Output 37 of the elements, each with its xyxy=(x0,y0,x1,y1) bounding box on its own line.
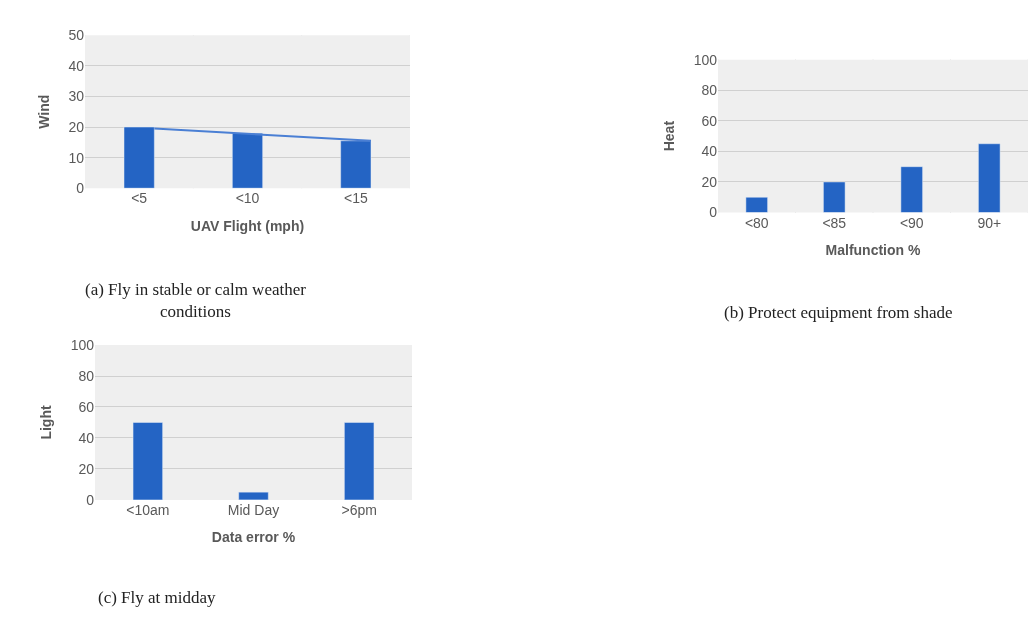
y-tick-label: 60 xyxy=(701,112,718,129)
y-tick-label: 80 xyxy=(78,367,95,384)
y-tick-label: 20 xyxy=(78,460,95,477)
x-axis-title: UAV Flight (mph) xyxy=(190,217,305,234)
y-tick-label: 40 xyxy=(68,57,85,74)
y-tick-label: 100 xyxy=(70,336,95,353)
y-axis-title: Wind xyxy=(36,94,53,129)
y-axis-title: Heat xyxy=(661,120,678,152)
x-tick-label: Mid Day xyxy=(227,501,280,518)
y-tick-label: 100 xyxy=(693,51,718,68)
text: (a) Fly in stable or calm weather conditions xyxy=(85,280,307,322)
y-tick-label: 0 xyxy=(86,491,95,508)
y-tick-label: 50 xyxy=(68,27,85,44)
text: (c) Fly at midday xyxy=(98,588,217,607)
x-axis-title: Malfunction % xyxy=(825,241,921,258)
x-tick-label: <15 xyxy=(343,190,368,207)
x-tick-label: <80 xyxy=(744,214,769,231)
x-tick-label: <85 xyxy=(822,214,847,231)
x-tick-label: >6pm xyxy=(341,501,377,518)
y-tick-label: 20 xyxy=(701,173,718,190)
x-tick-label: <5 xyxy=(131,190,148,207)
y-tick-label: 10 xyxy=(68,149,85,166)
x-axis-title: Data error % xyxy=(211,529,296,546)
y-tick-label: 30 xyxy=(68,88,85,105)
x-tick-label: 90+ xyxy=(977,214,1002,231)
y-tick-label: 0 xyxy=(76,180,85,197)
x-tick-label: <10 xyxy=(235,190,260,207)
y-tick-label: 60 xyxy=(78,398,95,415)
x-tick-label: <10am xyxy=(126,501,170,518)
y-axis-title: Light xyxy=(38,405,55,440)
y-tick-label: 0 xyxy=(709,204,718,221)
text: (b) Protect equipment from shade xyxy=(724,303,953,322)
x-tick-label: <90 xyxy=(899,214,924,231)
y-tick-label: 20 xyxy=(68,118,85,135)
y-tick-label: 80 xyxy=(701,82,718,99)
y-tick-label: 40 xyxy=(701,143,718,160)
y-tick-label: 40 xyxy=(78,429,95,446)
